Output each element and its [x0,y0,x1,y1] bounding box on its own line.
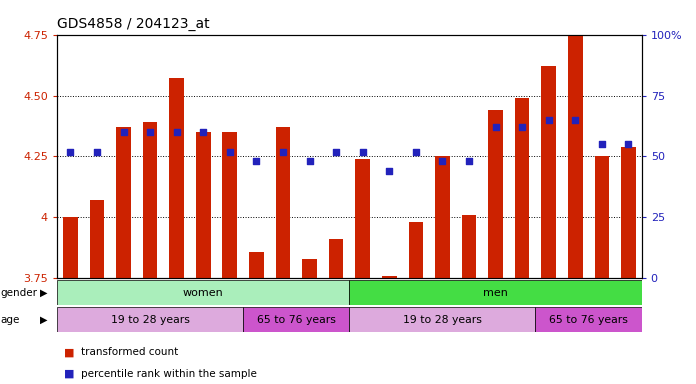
Point [410,149,421,155]
Bar [57,280,349,305]
Bar [568,35,583,278]
Bar [169,78,184,278]
Text: gender: gender [1,288,38,298]
Bar [243,307,349,332]
Text: 65 to 76 years: 65 to 76 years [257,314,335,325]
Bar [329,239,343,278]
Bar [249,252,264,278]
Point [464,158,475,164]
Bar [349,280,642,305]
Bar [57,307,243,332]
Bar [302,259,317,278]
Text: GDS4858 / 204123_at: GDS4858 / 204123_at [57,17,209,31]
Point [516,124,528,130]
Point [331,149,342,155]
Bar [223,132,237,278]
Point [251,158,262,164]
Bar [409,222,423,278]
Text: ▶: ▶ [40,288,48,298]
Bar [594,157,609,278]
Point [91,149,102,155]
Bar [515,98,530,278]
Text: ■: ■ [64,347,74,357]
Point [145,129,156,135]
Bar [435,157,450,278]
Point [596,141,608,147]
Text: age: age [1,314,20,325]
Bar [621,147,635,278]
Point [304,158,315,164]
Point [570,117,581,123]
Point [383,168,395,174]
Bar [535,307,642,332]
Bar [489,110,503,278]
Point [437,158,448,164]
Text: 65 to 76 years: 65 to 76 years [549,314,628,325]
Text: ▶: ▶ [40,314,48,325]
Point [118,129,129,135]
Bar [90,200,104,278]
Point [171,129,182,135]
Point [543,117,554,123]
Bar [116,127,131,278]
Point [357,149,368,155]
Text: percentile rank within the sample: percentile rank within the sample [81,369,258,379]
Text: women: women [183,288,223,298]
Text: transformed count: transformed count [81,347,179,357]
Text: 19 to 28 years: 19 to 28 years [403,314,482,325]
Bar [382,276,397,278]
Point [224,149,235,155]
Point [198,129,209,135]
Bar [63,217,78,278]
Point [278,149,289,155]
Bar [461,215,476,278]
Point [623,141,634,147]
Bar [356,159,370,278]
Bar [541,66,556,278]
Bar [143,122,157,278]
Text: ■: ■ [64,369,74,379]
Point [490,124,501,130]
Text: 19 to 28 years: 19 to 28 years [111,314,189,325]
Bar [196,132,210,278]
Point [65,149,76,155]
Bar [349,307,535,332]
Text: men: men [483,288,508,298]
Bar [276,127,290,278]
